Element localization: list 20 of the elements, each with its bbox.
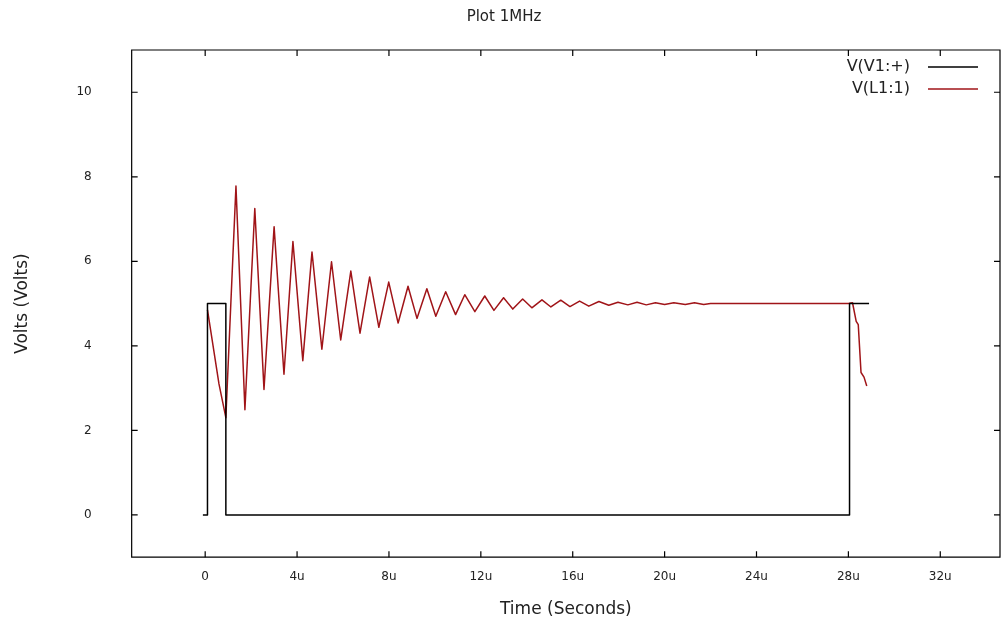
x-tick-label: 20u	[653, 568, 677, 583]
x-tick-label: 16u	[561, 568, 585, 583]
chart-title: Plot 1MHz	[466, 6, 542, 25]
x-tick-label: 24u	[745, 568, 768, 583]
x-tick-label: 32u	[928, 568, 952, 583]
y-tick-label: 8	[84, 168, 92, 183]
x-tick-label: 4u	[289, 568, 305, 583]
legend-label: V(V1:+)	[846, 56, 910, 76]
x-tick-label: 28u	[836, 568, 860, 583]
y-axis-title: Volts (Volts)	[10, 253, 31, 354]
y-tick-label: 0	[84, 507, 92, 522]
y-tick-label: 4	[84, 337, 92, 352]
x-axis-title: Time (Seconds)	[498, 598, 632, 619]
y-tick-label: 6	[84, 253, 92, 268]
y-tick-label: 2	[84, 422, 92, 437]
x-tick-label: 8u	[381, 568, 397, 583]
y-tick-label: 10	[76, 84, 92, 99]
x-tick-label: 12u	[469, 568, 493, 583]
legend-label: V(L1:1)	[851, 78, 910, 98]
x-tick-label: 0	[201, 568, 209, 583]
